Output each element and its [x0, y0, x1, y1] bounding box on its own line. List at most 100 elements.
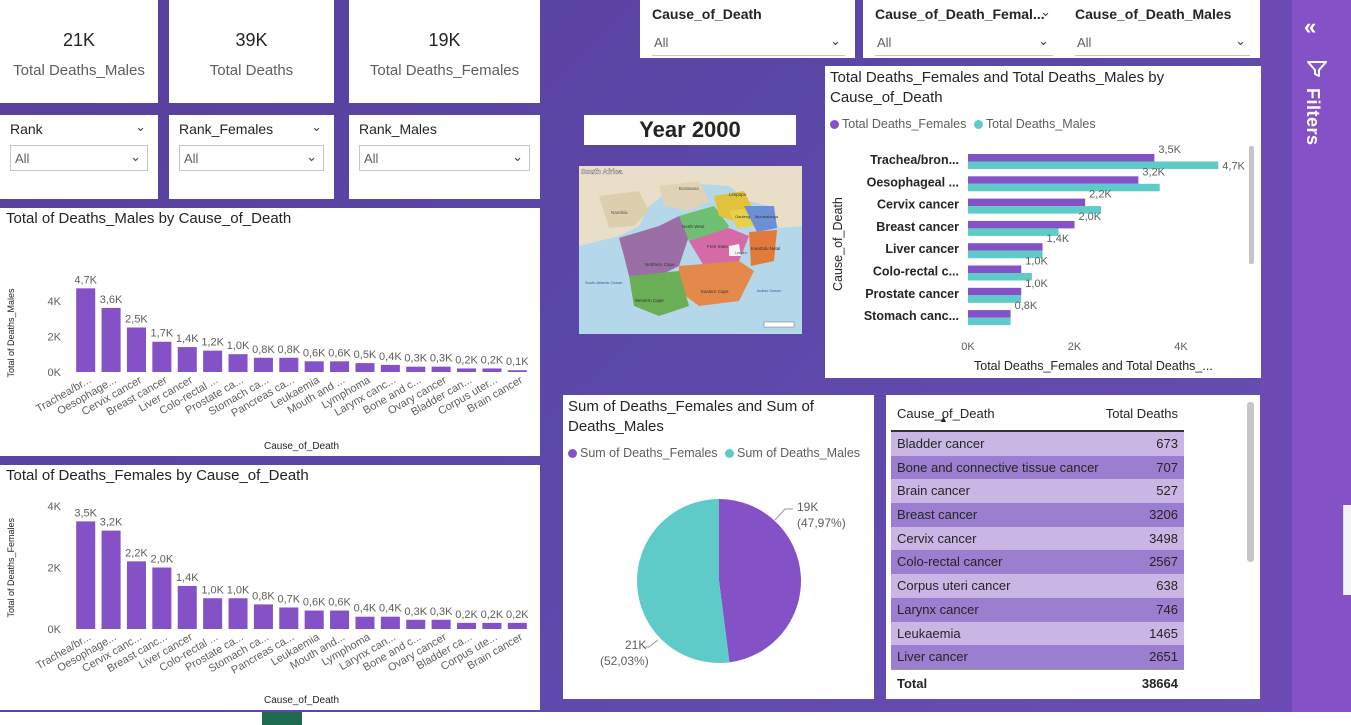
bar[interactable]: [968, 198, 1086, 207]
y-tick-label: Stomach canc...: [864, 309, 959, 323]
bar[interactable]: [152, 341, 172, 372]
bar[interactable]: [152, 567, 172, 630]
bar[interactable]: [968, 154, 1155, 162]
slicer-cause-of-death[interactable]: Cause_of_Death All ⌄: [640, 0, 855, 58]
column-header[interactable]: Total Deaths: [1105, 406, 1178, 421]
slicer-dropdown[interactable]: All ⌄: [179, 145, 324, 171]
bar[interactable]: [968, 243, 1043, 251]
pie-slice[interactable]: [719, 499, 801, 663]
bar[interactable]: [968, 317, 1011, 326]
collapse-icon[interactable]: «: [1304, 14, 1317, 39]
bar[interactable]: [406, 366, 426, 372]
slicer-rank[interactable]: Rank ⌄ All ⌄: [0, 115, 158, 199]
bar[interactable]: [330, 361, 350, 372]
bar[interactable]: [968, 287, 1022, 296]
bar[interactable]: [253, 604, 273, 629]
chevron-down-icon[interactable]: ⌄: [1038, 33, 1049, 48]
slicer-dropdown[interactable]: All ⌄: [1075, 30, 1250, 56]
bar[interactable]: [968, 295, 1022, 303]
bar[interactable]: [304, 361, 324, 372]
bar[interactable]: [253, 357, 273, 372]
bar[interactable]: [431, 366, 451, 372]
bar[interactable]: [380, 364, 400, 372]
bar[interactable]: [507, 370, 527, 372]
bar[interactable]: [330, 610, 350, 629]
table-row[interactable]: Bladder cancer 673: [891, 432, 1184, 456]
table-row[interactable]: Cervix cancer 3498: [891, 526, 1184, 551]
bar[interactable]: [380, 616, 400, 629]
data-label: 0,7K: [277, 593, 300, 605]
chevron-down-icon[interactable]: ⌄: [135, 119, 146, 134]
bar[interactable]: [279, 607, 299, 629]
bar[interactable]: [482, 368, 502, 372]
table-row[interactable]: Brain cancer 527: [891, 479, 1184, 504]
bar[interactable]: [482, 622, 502, 629]
bar[interactable]: [126, 327, 146, 373]
table-row[interactable]: Liver cancer 2651: [891, 645, 1184, 669]
bar[interactable]: [968, 310, 1011, 318]
south-africa-map: South Africa Limpopo North West Gauteng …: [579, 166, 802, 334]
bar[interactable]: [968, 265, 1022, 274]
slicer-rank-males[interactable]: Rank_Males All ⌄: [349, 115, 540, 199]
chevron-down-icon[interactable]: ⌄: [1040, 4, 1051, 19]
bar[interactable]: [457, 368, 477, 372]
page-scroll-handle[interactable]: [1343, 505, 1351, 595]
slicer-dropdown[interactable]: All ⌄: [359, 145, 530, 171]
bar[interactable]: [968, 206, 1102, 214]
bar[interactable]: [968, 176, 1139, 184]
bar[interactable]: [968, 161, 1219, 170]
bar[interactable]: [228, 354, 248, 372]
bar[interactable]: [203, 598, 223, 629]
bar[interactable]: [968, 228, 1059, 236]
chevron-down-icon[interactable]: ⌄: [512, 149, 523, 164]
chevron-down-icon[interactable]: ⌄: [830, 33, 841, 48]
kpi-label: Total Deaths_Males: [13, 62, 145, 79]
bar[interactable]: [177, 585, 197, 629]
table-scrollbar[interactable]: [1247, 402, 1254, 562]
bar[interactable]: [968, 273, 1032, 281]
bar[interactable]: [177, 347, 197, 372]
bar[interactable]: [507, 622, 527, 629]
kpi-value: 19K: [428, 30, 461, 50]
pie-slice[interactable]: [636, 499, 730, 663]
chart-scrollbar[interactable]: [1249, 146, 1254, 264]
bar[interactable]: [355, 616, 375, 629]
slicer-cause-of-death-females[interactable]: Cause_of_Death_Femal... ⌄ All ⌄: [863, 0, 1063, 58]
slicer-dropdown[interactable]: All ⌄: [652, 30, 845, 56]
table-row[interactable]: Breast cancer 3206: [891, 503, 1184, 527]
bar[interactable]: [968, 220, 1075, 229]
chevron-down-icon[interactable]: ⌄: [311, 119, 322, 134]
page-tab[interactable]: [262, 712, 302, 725]
bar[interactable]: [968, 250, 1043, 259]
bar[interactable]: [101, 307, 121, 372]
y-tick-label: Liver cancer: [885, 242, 959, 256]
slicer-dropdown[interactable]: All ⌄: [875, 30, 1053, 56]
chevron-down-icon[interactable]: ⌄: [306, 149, 317, 164]
filters-pane[interactable]: « Filters: [1292, 0, 1351, 725]
bar[interactable]: [126, 561, 146, 629]
table-row[interactable]: Bone and connective tissue cancer 707: [891, 455, 1184, 480]
table-row[interactable]: Corpus uteri cancer 638: [891, 574, 1184, 598]
bar[interactable]: [228, 598, 248, 629]
bar[interactable]: [304, 610, 324, 629]
bar[interactable]: [457, 622, 477, 629]
slicer-dropdown[interactable]: All ⌄: [10, 145, 148, 171]
bar[interactable]: [431, 619, 451, 629]
filters-label[interactable]: Filters: [1303, 88, 1323, 146]
table-row[interactable]: Leukaemia 1465: [891, 621, 1184, 646]
bar[interactable]: [76, 288, 96, 372]
slicer-cause-of-death-males[interactable]: Cause_of_Death_Males All ⌄: [1063, 0, 1260, 58]
bar[interactable]: [355, 363, 375, 372]
column-header[interactable]: Cause_of_Death: [897, 406, 995, 421]
bar[interactable]: [968, 183, 1160, 192]
bar[interactable]: [76, 521, 96, 629]
table-row[interactable]: Colo-rectal cancer 2567: [891, 550, 1184, 575]
chevron-down-icon[interactable]: ⌄: [130, 149, 141, 164]
slicer-rank-females[interactable]: Rank_Females ⌄ All ⌄: [169, 115, 334, 199]
bar[interactable]: [279, 357, 299, 372]
bar[interactable]: [406, 619, 426, 629]
chevron-down-icon[interactable]: ⌄: [1235, 33, 1246, 48]
table-row[interactable]: Larynx cancer 746: [891, 597, 1184, 622]
bar[interactable]: [101, 530, 121, 629]
bar[interactable]: [203, 350, 223, 372]
